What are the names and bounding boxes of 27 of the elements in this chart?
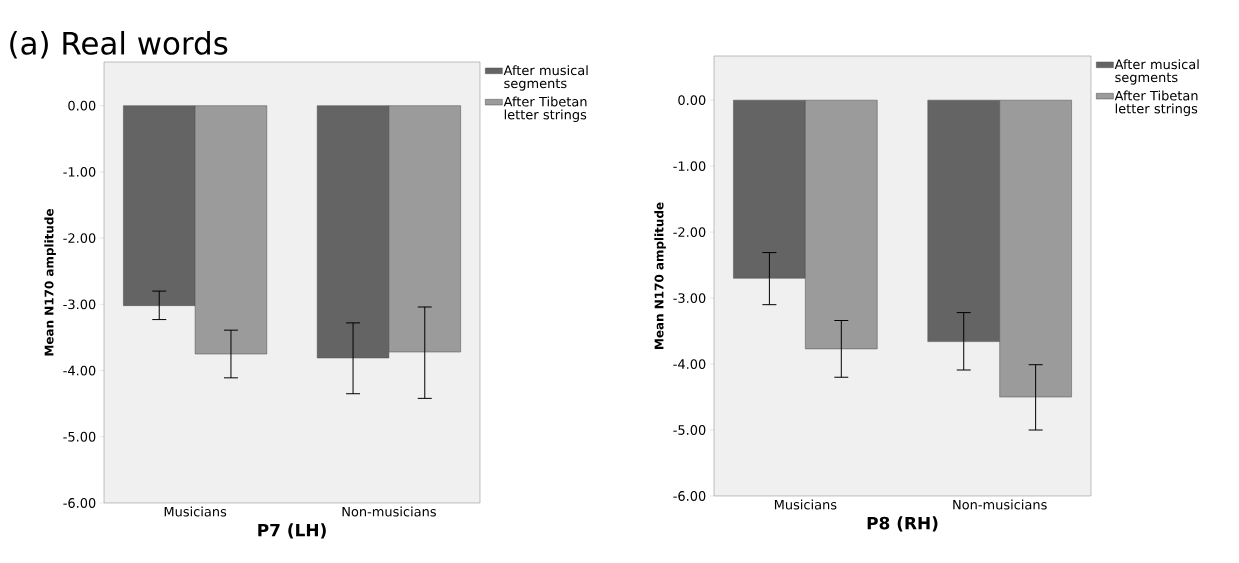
y-tick-label: -5.00 (63, 431, 96, 442)
y-tick-label: -1.00 (63, 167, 96, 177)
y-tick-label: -4.00 (673, 359, 706, 369)
x-tick-label: Musicians (164, 506, 227, 517)
y-tick-label: -6.00 (63, 498, 96, 508)
y-tick-label: -5.00 (673, 425, 706, 435)
x-tick-label: Non-musicians (953, 499, 1047, 510)
x-tick-label: Musicians (774, 499, 837, 510)
legend-label: After musical segments (503, 65, 588, 91)
x-axis-title: P7 (LH) (258, 523, 326, 539)
chart-title: (a) Real words (10, 30, 228, 59)
y-tick-label: -1.00 (673, 161, 706, 172)
x-tick-label: Non-musicians (342, 506, 436, 517)
y-tick-label: -3.00 (673, 293, 706, 303)
legend-label: After Tibetan letter strings (503, 96, 587, 122)
y-tick-label: 0.00 (678, 95, 706, 106)
y-tick-label: -2.00 (63, 233, 96, 244)
y-tick-label: 0.00 (68, 100, 96, 111)
legend-label: After musical segments (1114, 59, 1199, 85)
x-axis-title: P8 (RH) (867, 516, 938, 532)
y-axis-title: Mean N170 amplitude (654, 202, 666, 349)
legend-label: After Tibetan letter strings (1114, 90, 1198, 116)
y-tick-label: -2.00 (673, 227, 706, 238)
y-axis-title: Mean N170 amplitude (44, 209, 56, 356)
y-tick-label: -4.00 (63, 365, 96, 376)
y-tick-label: -3.00 (63, 299, 96, 310)
y-tick-label: -6.00 (673, 491, 706, 501)
